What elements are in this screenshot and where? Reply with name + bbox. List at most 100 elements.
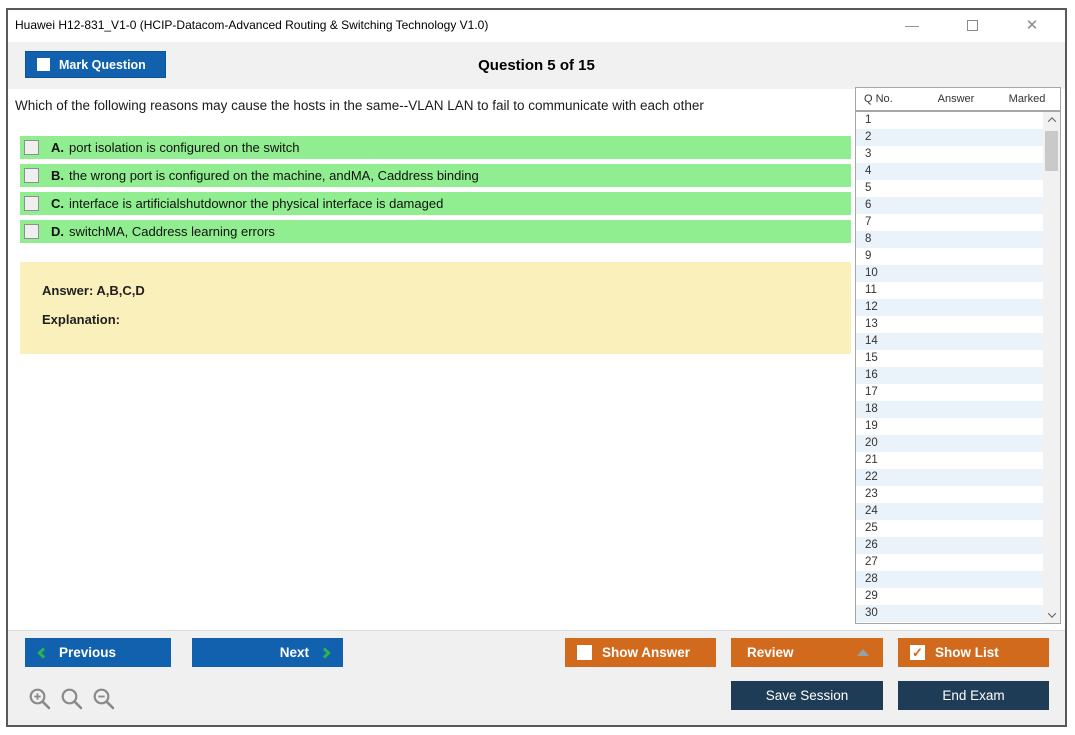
- question-list-row[interactable]: 13: [856, 316, 1043, 333]
- question-counter: Question 5 of 15: [478, 57, 595, 74]
- question-text: Which of the following reasons may cause…: [15, 98, 704, 113]
- question-list: 1 2 3 4 5 6 7 8 9 10 11 12 13 14 15 16 17 18 19 20 21 22 23 24 2…: [855, 111, 1061, 624]
- question-list-row[interactable]: 17: [856, 384, 1043, 401]
- question-list-row[interactable]: 8: [856, 231, 1043, 248]
- option-letter: B.: [51, 168, 64, 183]
- question-list-rows: 1 2 3 4 5 6 7 8 9 10 11 12 13 14 15 16 17 18 19 20 21 22 23 24 2…: [856, 112, 1043, 623]
- show-list-checkbox[interactable]: ✓: [910, 645, 925, 660]
- close-icon: ✕: [1025, 17, 1039, 34]
- question-list-row[interactable]: 10: [856, 265, 1043, 282]
- option-text: port isolation is configured on the swit…: [69, 140, 300, 155]
- question-list-row[interactable]: 20: [856, 435, 1043, 452]
- question-list-scrollbar[interactable]: [1043, 112, 1060, 623]
- zoom-out-icon[interactable]: [92, 687, 116, 711]
- question-list-header: Q No. Answer Marked: [855, 87, 1061, 111]
- scrollbar-thumb[interactable]: [1045, 131, 1058, 171]
- zoom-in-icon[interactable]: [28, 687, 52, 711]
- maximize-icon: [966, 19, 978, 31]
- option-letter: D.: [51, 224, 64, 239]
- end-exam-label: End Exam: [942, 688, 1005, 703]
- next-label: Next: [279, 645, 309, 660]
- question-list-row[interactable]: 28: [856, 571, 1043, 588]
- show-list-label: Show List: [935, 645, 999, 660]
- chevron-down-icon: [1047, 609, 1056, 618]
- footer-bar: Previous Next Show Answer Review ✓ Show …: [8, 630, 1065, 725]
- question-list-row[interactable]: 15: [856, 350, 1043, 367]
- mark-question-button[interactable]: Mark Question: [25, 51, 166, 78]
- question-list-row[interactable]: 2: [856, 129, 1043, 146]
- question-list-row[interactable]: 29: [856, 588, 1043, 605]
- question-list-row[interactable]: 24: [856, 503, 1043, 520]
- chevron-up-icon: [1047, 117, 1056, 126]
- show-answer-button[interactable]: Show Answer: [565, 638, 716, 667]
- question-list-row[interactable]: 18: [856, 401, 1043, 418]
- close-button[interactable]: ✕: [1009, 10, 1055, 40]
- minimize-icon: —: [905, 17, 919, 33]
- answer-options: A. port isolation is configured on the s…: [20, 136, 851, 248]
- question-list-row[interactable]: 6: [856, 197, 1043, 214]
- save-session-button[interactable]: Save Session: [731, 681, 883, 710]
- question-list-row[interactable]: 3: [856, 146, 1043, 163]
- scroll-up-button[interactable]: [1043, 112, 1060, 128]
- next-button[interactable]: Next: [192, 638, 343, 667]
- question-list-row[interactable]: 21: [856, 452, 1043, 469]
- review-label: Review: [747, 645, 794, 660]
- question-list-row[interactable]: 26: [856, 537, 1043, 554]
- review-button[interactable]: Review: [731, 638, 883, 667]
- minimize-button[interactable]: —: [889, 10, 935, 40]
- option-d-checkbox[interactable]: [24, 224, 39, 239]
- option-c-checkbox[interactable]: [24, 196, 39, 211]
- question-list-row[interactable]: 25: [856, 520, 1043, 537]
- mark-question-checkbox[interactable]: [37, 58, 50, 71]
- column-qno: Q No.: [864, 93, 893, 105]
- option-text: switchMA, Caddress learning errors: [69, 224, 275, 239]
- question-list-row[interactable]: 23: [856, 486, 1043, 503]
- window-title: Huawei H12-831_V1-0 (HCIP-Datacom-Advanc…: [15, 18, 489, 32]
- column-answer: Answer: [937, 93, 975, 105]
- option-text: interface is artificialshutdownor the ph…: [69, 196, 444, 211]
- zoom-toolbar: [28, 687, 116, 711]
- question-list-row[interactable]: 19: [856, 418, 1043, 435]
- maximize-button[interactable]: [949, 10, 995, 40]
- option-b-checkbox[interactable]: [24, 168, 39, 183]
- question-list-row[interactable]: 27: [856, 554, 1043, 571]
- option-letter: C.: [51, 196, 64, 211]
- option-b[interactable]: B. the wrong port is configured on the m…: [20, 164, 851, 187]
- question-list-row[interactable]: 9: [856, 248, 1043, 265]
- chevron-right-icon: [319, 646, 331, 659]
- column-marked: Marked: [1008, 93, 1046, 105]
- question-list-row[interactable]: 14: [856, 333, 1043, 350]
- toolbar: Question 5 of 15 Mark Question: [8, 42, 1065, 89]
- show-answer-checkbox[interactable]: [577, 645, 592, 660]
- question-list-row[interactable]: 30: [856, 605, 1043, 622]
- option-c[interactable]: C. interface is artificialshutdownor the…: [20, 192, 851, 215]
- show-list-button[interactable]: ✓ Show List: [898, 638, 1049, 667]
- exam-window: Huawei H12-831_V1-0 (HCIP-Datacom-Advanc…: [6, 8, 1067, 727]
- question-list-row[interactable]: 22: [856, 469, 1043, 486]
- option-a[interactable]: A. port isolation is configured on the s…: [20, 136, 851, 159]
- mark-question-label: Mark Question: [59, 57, 146, 72]
- window-controls: — ✕: [875, 10, 1055, 40]
- option-text: the wrong port is configured on the mach…: [69, 168, 479, 183]
- question-list-row[interactable]: 16: [856, 367, 1043, 384]
- answer-line: Answer: A,B,C,D: [42, 283, 145, 298]
- save-session-label: Save Session: [765, 688, 849, 703]
- explanation-line: Explanation:: [42, 312, 121, 327]
- checkmark-icon: ✓: [912, 645, 923, 660]
- previous-button[interactable]: Previous: [25, 638, 171, 667]
- previous-label: Previous: [59, 645, 117, 660]
- zoom-reset-icon[interactable]: [60, 687, 84, 711]
- question-list-row[interactable]: 11: [856, 282, 1043, 299]
- scroll-down-button[interactable]: [1043, 607, 1060, 623]
- option-letter: A.: [51, 140, 64, 155]
- answer-explanation-box: Answer: A,B,C,D Explanation:: [20, 262, 851, 354]
- chevron-left-icon: [37, 646, 49, 659]
- question-list-row[interactable]: 4: [856, 163, 1043, 180]
- question-list-row[interactable]: 7: [856, 214, 1043, 231]
- end-exam-button[interactable]: End Exam: [898, 681, 1049, 710]
- option-d[interactable]: D. switchMA, Caddress learning errors: [20, 220, 851, 243]
- question-list-row[interactable]: 5: [856, 180, 1043, 197]
- option-a-checkbox[interactable]: [24, 140, 39, 155]
- question-list-row[interactable]: 12: [856, 299, 1043, 316]
- question-list-row[interactable]: 1: [856, 112, 1043, 129]
